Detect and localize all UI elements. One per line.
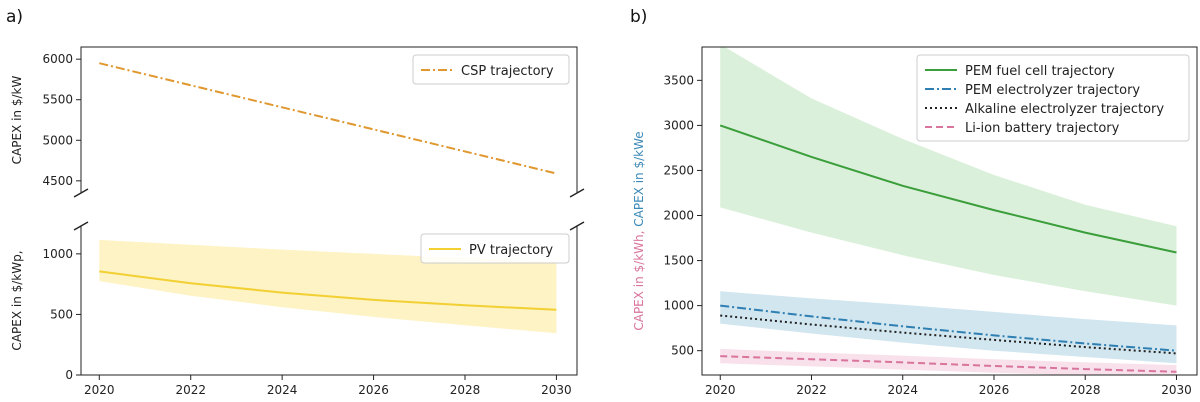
panel-a-xtick-label-2028: 2028 [450, 383, 481, 397]
panel-b-y-axis-label: CAPEX in $/kWh, CAPEX in $/kWe [632, 131, 646, 330]
panel-b-xtick-label-2028: 2028 [1070, 383, 1101, 397]
panel-a-top-y-axis-label: CAPEX in $/kW [10, 76, 24, 165]
panel-b-xtick-label-2020: 2020 [705, 383, 736, 397]
panel-a-top-ytick-label-5500: 5500 [42, 93, 73, 107]
panel-a-xtick-label-2020: 2020 [84, 383, 115, 397]
panel-b-ytick-label-2000: 2000 [663, 209, 694, 223]
panel-b-y-axis-label-part-2: CAPEX in $/kWe [632, 131, 646, 230]
panel-b-ytick-label-2500: 2500 [663, 163, 694, 177]
panel-a-bottom-ytick-label-500: 500 [50, 307, 73, 321]
panel-b-pem-electrolyzer-trajectory-band [720, 291, 1177, 364]
panel-a-xtick-label-2024: 2024 [267, 383, 298, 397]
panel-b-legend-box [916, 54, 1190, 142]
panel-a-label: a) [6, 7, 23, 27]
panel-b-pem-fuel-cell-trajectory-line [719, 124, 1177, 254]
panel-b-label: b) [630, 7, 647, 27]
panel-b-xtick-label-2022: 2022 [796, 383, 827, 397]
panel-a-top-legend-box [412, 54, 570, 85]
panel-a-bottom-pv-trajectory-line [99, 270, 557, 311]
panel-a-axis-break-mark-3 [73, 221, 89, 231]
panel-a-axis-break-mark-1 [73, 188, 89, 198]
panel-a-axis-break-mark-2 [569, 188, 585, 198]
panel-a-top-ytick-label-5000: 5000 [42, 133, 73, 147]
panel-a-bottom-axes-frame [80, 226, 578, 376]
panel-b-legend-label-li-ion-battery-trajectory: Li-ion battery trajectory [965, 121, 1120, 136]
panel-a-xtick-label-2030: 2030 [541, 383, 572, 397]
panel-a-bottom-ytick-label-0: 0 [65, 368, 73, 382]
panel-a-xtick-label-2022: 2022 [175, 383, 206, 397]
panel-a-top-axes-frame [80, 46, 578, 193]
panel-a-bottom-ytick-label-1000: 1000 [42, 247, 73, 261]
panel-b-pem-electrolyzer-trajectory-line [720, 304, 1177, 352]
chart-panel-a: 4500 5000 5500 6000 0 500 1000 2020 2022 2024 2026… [10, 46, 585, 397]
panel-b-xtick-label-2024: 2024 [887, 383, 918, 397]
panel-b-li-ion-battery-trajectory-line [720, 355, 1177, 373]
panel-a-bottom-y-axis-label: CAPEX in $/kWp, [10, 250, 24, 350]
panel-b-axes-frame [701, 46, 1198, 376]
panel-a-top-csp-trajectory-line [99, 62, 557, 175]
panel-b-legend-label-pem-electrolyzer-trajectory: PEM electrolyzer trajectory [965, 83, 1140, 98]
panel-a-axis-break-mark-4 [569, 221, 585, 231]
panel-b-legend-label-pem-fuel-cell-trajectory: PEM fuel cell trajectory [965, 64, 1115, 79]
panel-b-y-axis-label-part-1: CAPEX in $/kWh, [632, 231, 646, 331]
panel-a-bottom-legend-box [420, 233, 570, 264]
panel-b-xtick-label-2030: 2030 [1161, 383, 1192, 397]
panel-b-xtick-label-2026: 2026 [979, 383, 1010, 397]
panel-a-bottom-legend-label-pv-trajectory: PV trajectory [469, 243, 553, 258]
chart-panel-b: 500 1000 1500 2000 2500 3000 3500 2020 2022 2024 2… [632, 46, 1198, 397]
panel-b-ytick-label-1000: 1000 [663, 299, 694, 313]
panel-a-top-legend-label-csp-trajectory: CSP trajectory [461, 64, 554, 79]
panel-b-legend-label-alkaline-electrolyzer-trajectory: Alkaline electrolyzer trajectory [965, 102, 1164, 117]
panel-b-ytick-label-1500: 1500 [663, 254, 694, 268]
panel-a-top-ytick-label-4500: 4500 [42, 174, 73, 188]
panel-b-ytick-label-3500: 3500 [663, 73, 694, 87]
panel-a-top-ytick-label-6000: 6000 [42, 52, 73, 66]
panel-b-plot-area [719, 47, 1177, 375]
panel-b-ytick-label-3000: 3000 [663, 118, 694, 132]
panel-b-ytick-label-500: 500 [671, 344, 694, 358]
panel-a-xtick-label-2026: 2026 [358, 383, 389, 397]
panel-b-pem-fuel-cell-trajectory-band [720, 47, 1177, 306]
panel-b-alkaline-electrolyzer-trajectory-line [720, 314, 1177, 355]
